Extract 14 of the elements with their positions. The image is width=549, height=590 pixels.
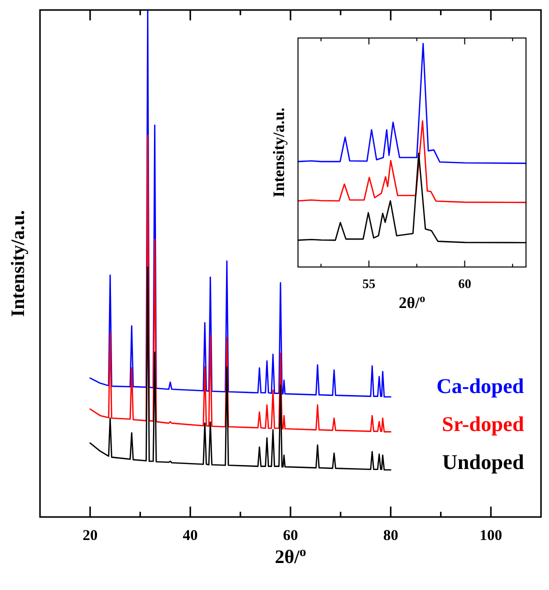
x-tick-label: 60	[458, 276, 472, 291]
x-tick-label: 100	[480, 528, 502, 544]
x-tick-label: 40	[182, 528, 198, 544]
x-tick-label: 55	[362, 276, 376, 291]
text: Undoped	[442, 450, 524, 474]
x-tick-label: 60	[283, 528, 298, 544]
text: Ca-doped	[436, 374, 524, 398]
x-tick-label: 20	[82, 528, 98, 544]
y-axis-title: Intensity/a.u.	[271, 108, 288, 198]
y-axis-title: Intensity/a.u.	[8, 210, 29, 317]
text: Sr-doped	[442, 412, 524, 436]
x-axis-title: 2θ/$^{o}$	[274, 544, 307, 568]
x-axis-title: 2θ/$^{o}$	[398, 293, 426, 312]
x-tick-label: 80	[383, 528, 398, 544]
